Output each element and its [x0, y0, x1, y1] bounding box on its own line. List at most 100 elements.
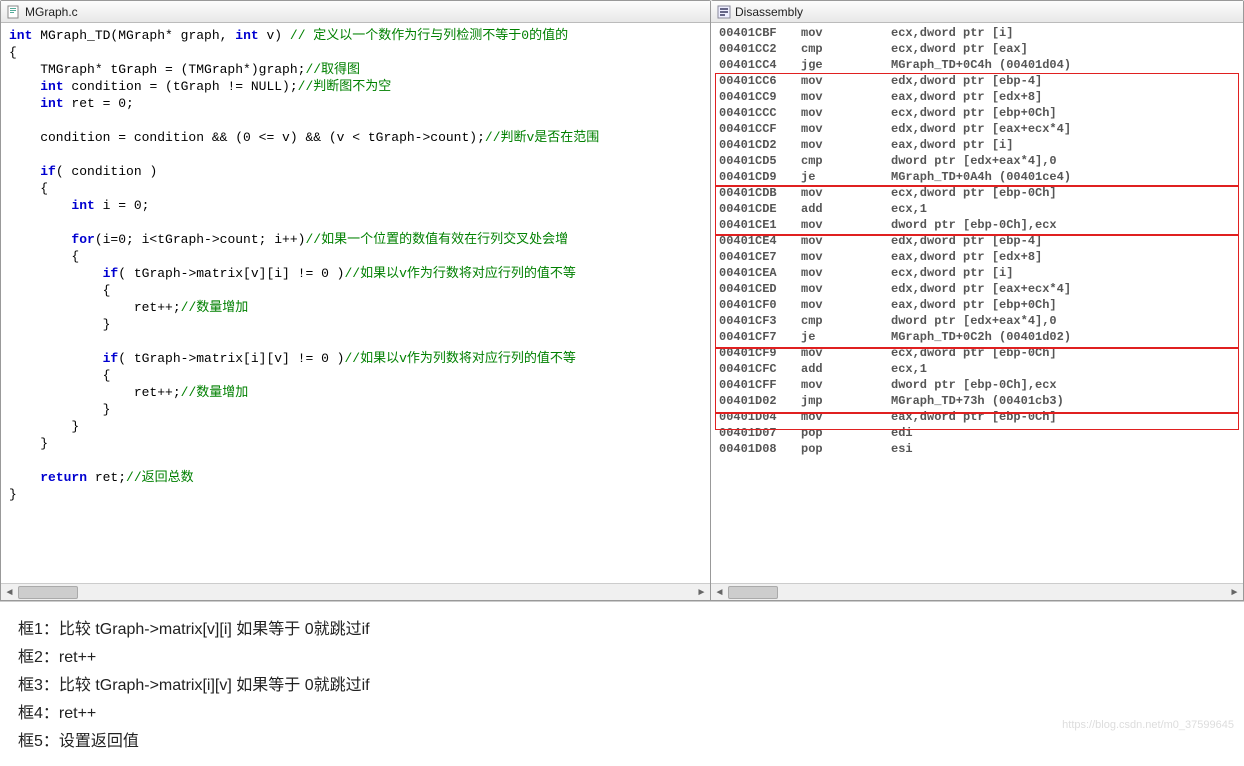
disasm-operand: MGraph_TD+73h (00401cb3): [891, 393, 1064, 409]
code-line: {: [9, 248, 702, 265]
scroll-left-icon[interactable]: ◄: [1, 584, 18, 601]
source-tab-bar[interactable]: MGraph.c: [1, 1, 710, 23]
code-line: TMGraph* tGraph = (TMGraph*)graph;//取得图: [9, 61, 702, 78]
code-line: [9, 452, 702, 469]
disasm-operand: dword ptr [ebp-0Ch],ecx: [891, 377, 1057, 393]
disasm-addr: 00401D04: [719, 409, 801, 425]
disasm-row: 00401CCCmovecx,dword ptr [ebp+0Ch]: [719, 105, 1243, 121]
disasm-row: 00401CBFmovecx,dword ptr [i]: [719, 25, 1243, 41]
disasm-opcode: mov: [801, 409, 891, 425]
disasm-addr: 00401CF0: [719, 297, 801, 313]
disasm-tab-bar[interactable]: Disassembly: [711, 1, 1243, 23]
disasm-opcode: mov: [801, 25, 891, 41]
annotation-line: 框1：比较 tGraph->matrix[v][i] 如果等于 0就跳过if: [18, 616, 1226, 644]
split-view: MGraph.c int MGraph_TD(MGraph* graph, in…: [0, 0, 1244, 602]
source-code-area[interactable]: int MGraph_TD(MGraph* graph, int v) // 定…: [1, 23, 710, 583]
disasm-row: 00401CE1movdword ptr [ebp-0Ch],ecx: [719, 217, 1243, 233]
disasm-operand: eax,dword ptr [i]: [891, 137, 1013, 153]
disasm-row: 00401CE4movedx,dword ptr [ebp-4]: [719, 233, 1243, 249]
disasm-operand: MGraph_TD+0C4h (00401d04): [891, 57, 1071, 73]
code-line: }: [9, 418, 702, 435]
disasm-row: 00401CEDmovedx,dword ptr [eax+ecx*4]: [719, 281, 1243, 297]
disasm-operand: edx,dword ptr [eax+ecx*4]: [891, 121, 1071, 137]
disasm-operand: MGraph_TD+0A4h (00401ce4): [891, 169, 1071, 185]
code-line: }: [9, 435, 702, 452]
disasm-row: 00401CEAmovecx,dword ptr [i]: [719, 265, 1243, 281]
disasm-opcode: mov: [801, 249, 891, 265]
disasm-row: 00401CFFmovdword ptr [ebp-0Ch],ecx: [719, 377, 1243, 393]
disasm-row: 00401D07popedi: [719, 425, 1243, 441]
annotation-text: 框1：比较 tGraph->matrix[v][i] 如果等于 0就跳过if框2…: [0, 602, 1244, 766]
code-line: {: [9, 44, 702, 61]
disasm-addr: 00401D08: [719, 441, 801, 457]
disasm-operand: ecx,1: [891, 361, 927, 377]
disasm-row: 00401CF9movecx,dword ptr [ebp-0Ch]: [719, 345, 1243, 361]
disasm-operand: edx,dword ptr [eax+ecx*4]: [891, 281, 1071, 297]
disasm-row: 00401CC4jgeMGraph_TD+0C4h (00401d04): [719, 57, 1243, 73]
disasm-addr: 00401D07: [719, 425, 801, 441]
code-line: if( tGraph->matrix[v][i] != 0 )//如果以v作为行…: [9, 265, 702, 282]
code-line: {: [9, 367, 702, 384]
disasm-operand: ecx,1: [891, 201, 927, 217]
annotation-line: 框2：ret++: [18, 644, 1226, 672]
disasm-addr: 00401CC4: [719, 57, 801, 73]
disasm-opcode: mov: [801, 233, 891, 249]
disasm-row: 00401CD9jeMGraph_TD+0A4h (00401ce4): [719, 169, 1243, 185]
code-line: [9, 112, 702, 129]
disasm-operand: ecx,dword ptr [ebp-0Ch]: [891, 185, 1057, 201]
disasm-row: 00401CF3cmpdword ptr [edx+eax*4],0: [719, 313, 1243, 329]
disasm-opcode: pop: [801, 441, 891, 457]
source-hscroll[interactable]: ◄ ►: [1, 583, 710, 600]
code-line: [9, 146, 702, 163]
disasm-addr: 00401CC9: [719, 89, 801, 105]
disasm-row: 00401CF7jeMGraph_TD+0C2h (00401d02): [719, 329, 1243, 345]
disasm-operand: edx,dword ptr [ebp-4]: [891, 73, 1042, 89]
disasm-addr: 00401CCF: [719, 121, 801, 137]
disasm-operand: dword ptr [edx+eax*4],0: [891, 313, 1057, 329]
disasm-icon: [717, 5, 731, 19]
disasm-opcode: je: [801, 169, 891, 185]
disasm-opcode: mov: [801, 185, 891, 201]
disasm-operand: edi: [891, 425, 913, 441]
c-file-icon: [7, 5, 21, 19]
disassembly-area[interactable]: 00401CBFmovecx,dword ptr [i]00401CC2cmpe…: [711, 23, 1243, 583]
disasm-addr: 00401CE7: [719, 249, 801, 265]
disasm-operand: eax,dword ptr [edx+8]: [891, 249, 1042, 265]
disasm-opcode: mov: [801, 281, 891, 297]
disasm-opcode: mov: [801, 217, 891, 233]
code-line: int ret = 0;: [9, 95, 702, 112]
code-line: {: [9, 180, 702, 197]
disasm-addr: 00401CEA: [719, 265, 801, 281]
scroll-left-icon[interactable]: ◄: [711, 584, 728, 601]
disasm-row: 00401CDBmovecx,dword ptr [ebp-0Ch]: [719, 185, 1243, 201]
scroll-right-icon[interactable]: ►: [693, 584, 710, 601]
hscroll-thumb[interactable]: [18, 586, 78, 599]
code-line: for(i=0; i<tGraph->count; i++)//如果一个位置的数…: [9, 231, 702, 248]
disasm-addr: 00401CC2: [719, 41, 801, 57]
disasm-operand: edx,dword ptr [ebp-4]: [891, 233, 1042, 249]
disasm-addr: 00401CDB: [719, 185, 801, 201]
disasm-addr: 00401CE4: [719, 233, 801, 249]
disasm-opcode: je: [801, 329, 891, 345]
disasm-operand: eax,dword ptr [ebp-0Ch]: [891, 409, 1057, 425]
disasm-opcode: pop: [801, 425, 891, 441]
disasm-addr: 00401CC6: [719, 73, 801, 89]
code-line: int condition = (tGraph != NULL);//判断图不为…: [9, 78, 702, 95]
disasm-addr: 00401CED: [719, 281, 801, 297]
disasm-opcode: add: [801, 361, 891, 377]
hscroll-thumb[interactable]: [728, 586, 778, 599]
disasm-opcode: mov: [801, 297, 891, 313]
code-line: condition = condition && (0 <= v) && (v …: [9, 129, 702, 146]
disasm-opcode: jge: [801, 57, 891, 73]
code-line: }: [9, 486, 702, 503]
disasm-operand: eax,dword ptr [ebp+0Ch]: [891, 297, 1057, 313]
disasm-operand: MGraph_TD+0C2h (00401d02): [891, 329, 1071, 345]
annotation-line: 框4：ret++: [18, 700, 1226, 728]
disasm-addr: 00401CF7: [719, 329, 801, 345]
disasm-row: 00401CC6movedx,dword ptr [ebp-4]: [719, 73, 1243, 89]
annotation-line: 框5：设置返回值: [18, 728, 1226, 756]
disasm-row: 00401CC2cmpecx,dword ptr [eax]: [719, 41, 1243, 57]
disasm-hscroll[interactable]: ◄ ►: [711, 583, 1243, 600]
disasm-addr: 00401CF3: [719, 313, 801, 329]
scroll-right-icon[interactable]: ►: [1226, 584, 1243, 601]
